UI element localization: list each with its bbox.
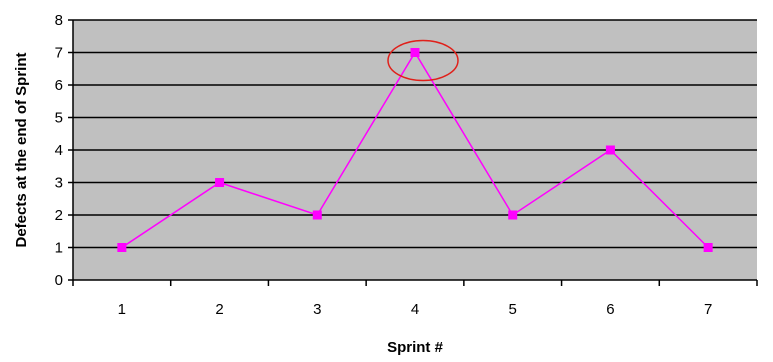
y-tick-label: 3 [55,175,63,192]
x-tick-label: 1 [118,301,126,318]
y-tick-label: 7 [55,45,63,62]
data-point [215,178,225,187]
y-tick-label: 0 [55,272,63,289]
x-tick-label: 4 [411,301,419,318]
x-tick-label: 5 [509,301,517,318]
y-tick-label: 1 [55,240,63,257]
highlight-ellipse [387,39,459,82]
data-point [605,145,615,155]
x-tick-label: 6 [606,301,614,318]
x-axis-ticks: 1 2 3 4 5 6 7 [72,280,758,318]
gridlines [73,19,757,249]
x-tick-label: 7 [704,301,712,318]
data-point [312,210,322,220]
x-tick-label: 2 [215,301,223,318]
y-tick-label: 4 [55,142,63,159]
data-point [410,48,420,57]
y-tick-label: 2 [55,207,63,224]
y-axis-ticks: 0 1 2 3 4 5 6 7 8 [55,12,73,289]
data-point [703,243,713,252]
y-axis-title: Defects at the end of Sprint [13,52,30,247]
y-tick-label: 5 [55,110,63,127]
data-point [508,210,518,220]
data-point [117,243,127,252]
y-tick-label: 6 [55,77,63,94]
y-tick-label: 8 [55,12,63,29]
series-markers [117,48,713,252]
x-tick-label: 3 [313,301,321,318]
x-axis-title: Sprint # [387,339,443,356]
